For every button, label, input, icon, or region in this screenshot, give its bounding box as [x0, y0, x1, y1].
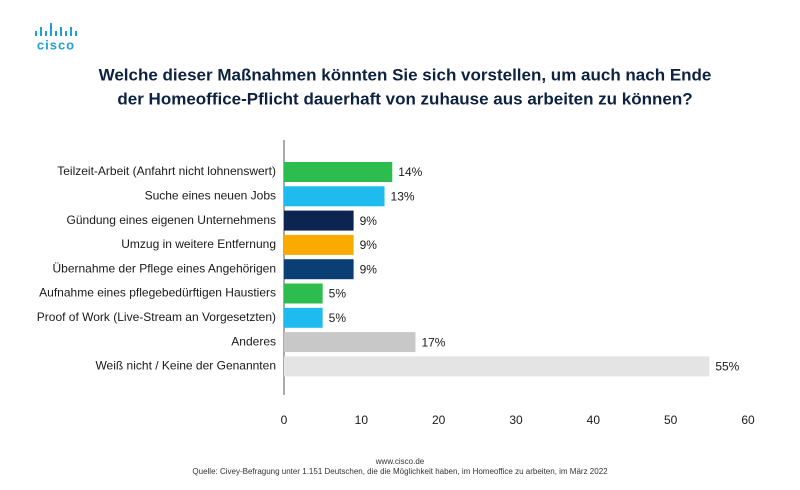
y-tick-label: Weiß nicht / Keine der Genannten	[95, 359, 276, 373]
x-tick-label: 20	[432, 413, 446, 427]
x-tick-label: 10	[355, 413, 369, 427]
bar	[284, 162, 393, 182]
value-label: 5%	[329, 287, 347, 301]
chart-title: Welche dieser Maßnahmen könnten Sie sich…	[99, 65, 712, 84]
y-tick-label: Umzug in weitere Entfernung	[121, 237, 276, 251]
value-label: 17%	[421, 335, 445, 349]
value-label: 9%	[360, 238, 378, 252]
bar	[284, 210, 354, 231]
y-tick-label: Proof of Work (Live-Stream an Vorgesetzt…	[37, 310, 276, 324]
x-tick-label: 60	[741, 413, 755, 427]
value-label: 14%	[398, 165, 422, 179]
y-tick-label: Aufnahme eines pflegebedürftigen Haustie…	[39, 286, 276, 300]
y-tick-label: Suche eines neuen Jobs	[145, 188, 276, 202]
y-tick-label: Gündung eines eigenen Unternehmens	[67, 213, 276, 227]
y-tick-label: Teilzeit-Arbeit (Anfahrt nicht lohnenswe…	[57, 164, 276, 178]
value-label: 13%	[391, 189, 415, 203]
x-tick-label: 50	[664, 413, 678, 427]
bar	[284, 259, 354, 280]
x-tick-label: 0	[281, 413, 288, 427]
logo-text: cisco	[37, 37, 75, 52]
logo-icon	[35, 23, 77, 36]
value-label: 5%	[329, 311, 347, 325]
value-label: 55%	[715, 360, 739, 374]
bar	[284, 234, 354, 255]
bar	[284, 186, 385, 207]
bar	[284, 332, 416, 353]
y-tick-label: Anderes	[231, 334, 276, 348]
chart-title: der Homeoffice-Pflicht dauerhaft von zuh…	[117, 89, 692, 108]
value-label: 9%	[360, 214, 378, 228]
x-tick-label: 30	[509, 413, 523, 427]
value-label: 9%	[360, 262, 378, 276]
source-url: www.cisco.de	[375, 457, 425, 466]
bar	[284, 283, 323, 304]
source: Quelle: Civey-Befragung unter 1.151 Deut…	[192, 467, 608, 476]
bar	[284, 356, 710, 377]
bar	[284, 307, 323, 328]
y-tick-label: Übernahme der Pflege eines Angehörigen	[53, 261, 277, 275]
x-tick-label: 40	[587, 413, 601, 427]
